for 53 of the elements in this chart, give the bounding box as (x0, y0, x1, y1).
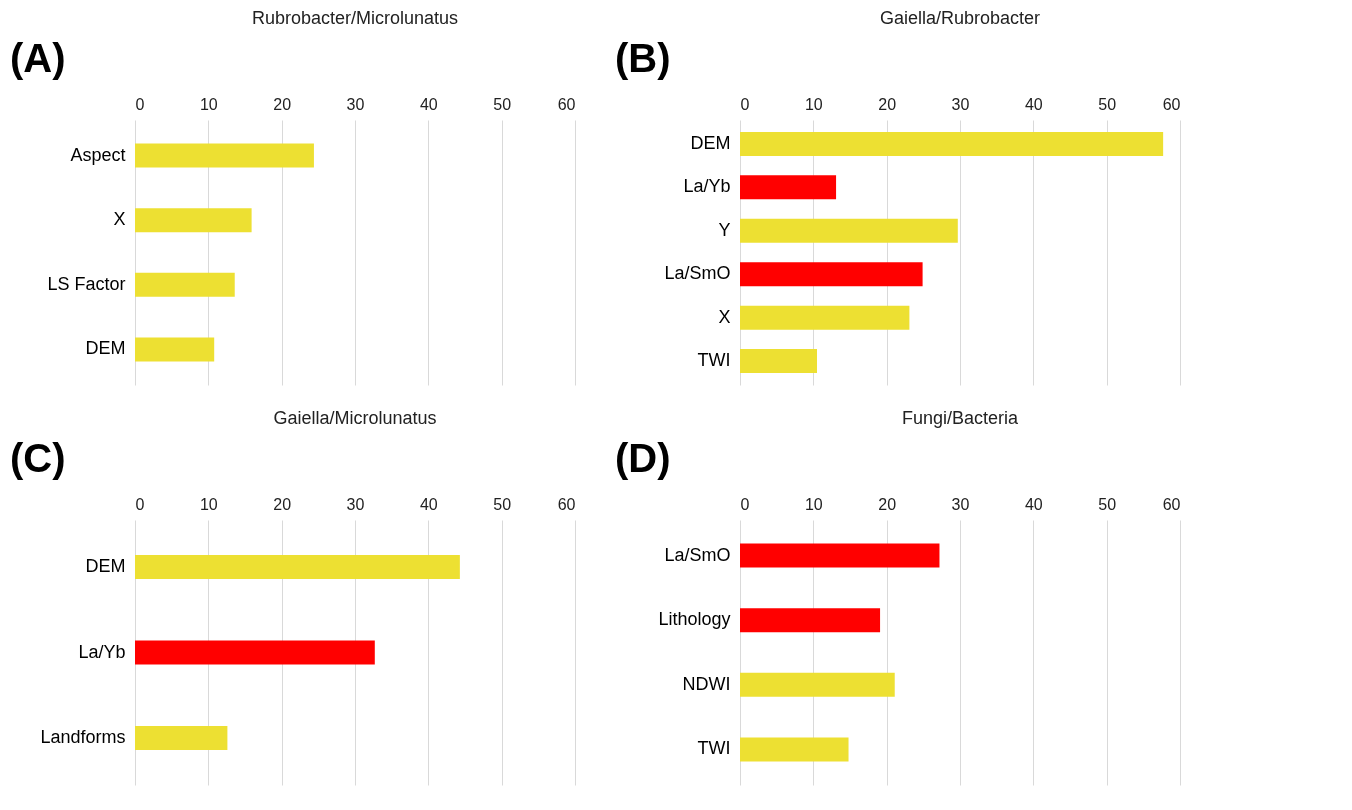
x-tick-label: 30 (346, 95, 365, 113)
x-tick-label: 40 (1024, 95, 1043, 113)
x-tick-label: 40 (419, 95, 438, 113)
x-tick-label: 10 (804, 95, 823, 113)
text: (A) (10, 36, 66, 80)
y-tick-label: LS Factor (47, 273, 126, 294)
y-tick-label: NDWI (682, 673, 731, 694)
x-tick-label: 60 (557, 95, 576, 113)
x-tick-label: 30 (951, 495, 970, 513)
x-tick-label: 20 (878, 95, 897, 113)
x-tick-label: 10 (804, 495, 823, 513)
chart-title: Rubrobacter/Microlunatus (251, 8, 459, 28)
y-tick-label: DEM (85, 338, 126, 359)
x-tick-label: 10 (199, 95, 218, 113)
y-tick-label: La/SmO (664, 263, 731, 284)
y-tick-label: DEM (690, 132, 731, 153)
x-tick-label: 50 (1098, 495, 1117, 513)
x-tick-label: 60 (557, 495, 576, 513)
x-tick-label: 20 (273, 495, 292, 513)
y-tick-label: TWI (697, 350, 731, 371)
x-tick-label: 0 (135, 95, 145, 113)
x-tick-label: 60 (1162, 95, 1181, 113)
y-tick-label: Landforms (40, 726, 126, 747)
text: (D) (615, 436, 671, 480)
y-tick-label: DEM (85, 556, 126, 577)
x-tick-label: 60 (1162, 495, 1181, 513)
text: (B) (615, 36, 671, 80)
x-tick-label: 0 (135, 495, 145, 513)
x-tick-label: 0 (740, 95, 750, 113)
x-tick-label: 30 (951, 95, 970, 113)
x-tick-label: 20 (273, 95, 292, 113)
chart-title: Gaiella/Rubrobacter (879, 8, 1041, 28)
x-tick-label: 20 (878, 495, 897, 513)
chart-title: Gaiella/Microlunatus (273, 408, 437, 428)
x-tick-label: 50 (493, 495, 512, 513)
y-tick-label: La/SmO (664, 544, 731, 565)
x-tick-label: 50 (493, 95, 512, 113)
y-tick-label: Y (718, 219, 731, 240)
x-tick-label: 40 (419, 495, 438, 513)
y-tick-label: Aspect (70, 144, 126, 165)
x-tick-label: 10 (199, 495, 218, 513)
y-tick-label: TWI (697, 738, 731, 759)
y-tick-label: X (718, 306, 731, 327)
x-tick-label: 0 (740, 495, 750, 513)
x-tick-label: 40 (1024, 495, 1043, 513)
x-tick-label: 50 (1098, 95, 1117, 113)
y-tick-label: La/Yb (683, 176, 731, 197)
y-tick-label: Lithology (658, 609, 731, 630)
y-tick-label: La/Yb (78, 641, 126, 662)
text: (C) (10, 436, 66, 480)
chart-title: Fungi/Bacteria (901, 408, 1020, 428)
x-tick-label: 30 (346, 495, 365, 513)
y-tick-label: X (113, 209, 126, 230)
